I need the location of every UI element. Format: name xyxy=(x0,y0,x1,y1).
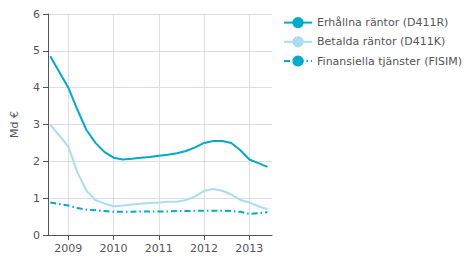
svg-text:Finansiella tjänster (FISIM): Finansiella tjänster (FISIM) xyxy=(317,55,462,68)
svg-text:3: 3 xyxy=(33,118,40,131)
svg-text:Md €: Md € xyxy=(8,111,21,138)
svg-text:4: 4 xyxy=(33,81,40,94)
svg-text:2013: 2013 xyxy=(235,242,263,255)
svg-text:Erhållna räntor (D411R): Erhållna räntor (D411R) xyxy=(317,16,448,29)
svg-text:5: 5 xyxy=(33,44,40,57)
svg-text:2012: 2012 xyxy=(190,242,218,255)
svg-text:0: 0 xyxy=(33,229,40,242)
svg-text:2009: 2009 xyxy=(54,242,82,255)
svg-text:6: 6 xyxy=(33,8,40,21)
svg-text:Betalda räntor (D411K): Betalda räntor (D411K) xyxy=(317,35,445,48)
svg-text:1: 1 xyxy=(33,192,40,205)
svg-text:2011: 2011 xyxy=(145,242,173,255)
svg-text:2010: 2010 xyxy=(100,242,128,255)
svg-text:2: 2 xyxy=(33,155,40,168)
